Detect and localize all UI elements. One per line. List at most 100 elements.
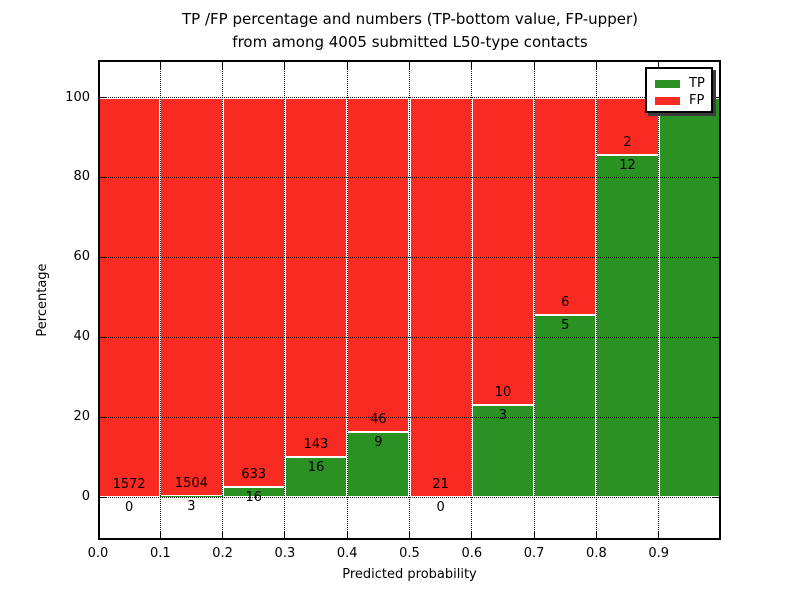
fp-count-label: 633 — [241, 467, 267, 483]
x-tick-mark-top — [159, 62, 161, 69]
y-tick-mark — [100, 176, 107, 178]
x-tick-mark — [595, 531, 597, 538]
fp-count-label: 46 — [370, 411, 387, 427]
chart-title-line1: TP /FP percentage and numbers (TP-bottom… — [182, 10, 638, 28]
x-tick-mark-top — [595, 62, 597, 69]
y-gridline — [98, 416, 721, 418]
legend-label: FP — [689, 93, 705, 108]
y-tick-label: 40 — [73, 329, 90, 345]
x-tick-mark — [284, 531, 286, 538]
tp-bar — [347, 431, 410, 497]
x-tick-mark-top — [99, 62, 100, 69]
y-gridline — [98, 97, 721, 98]
fp-count-label: 10 — [494, 384, 512, 400]
y-tick-mark — [100, 416, 107, 418]
fp-bar — [347, 97, 410, 432]
x-tick-mark — [533, 531, 535, 538]
x-tick-mark — [222, 531, 224, 538]
chart-title-line2: from among 4005 submitted L50-type conta… — [232, 33, 588, 51]
y-tick-mark — [100, 97, 107, 98]
x-tick-label: 0.5 — [399, 546, 420, 561]
y-gridline — [98, 336, 721, 338]
y-tick-label: 20 — [73, 409, 90, 425]
tp-count-label: 16 — [245, 490, 263, 506]
tp-bar — [471, 404, 535, 497]
x-gridline — [346, 60, 348, 540]
x-axis-label: Predicted probability — [342, 567, 477, 582]
x-gridline — [533, 60, 535, 540]
y-tick-mark — [100, 256, 107, 258]
fp-bar — [222, 97, 285, 488]
x-gridline — [409, 60, 410, 540]
fp-count-label: 6 — [561, 295, 570, 311]
x-tick-label: 0.7 — [523, 546, 545, 561]
x-tick-mark — [658, 531, 660, 538]
y-tick-mark-right — [712, 496, 719, 498]
x-tick-mark — [346, 531, 348, 538]
tp-count-label: 0 — [436, 500, 445, 515]
y-tick-mark — [100, 336, 107, 338]
legend-label: TP — [689, 76, 705, 91]
y-tick-label: 100 — [65, 89, 90, 105]
x-tick-mark-top — [533, 62, 535, 69]
tp-count-label: 3 — [187, 499, 196, 515]
x-gridline — [471, 60, 473, 540]
fp-swatch-icon — [655, 96, 680, 105]
fp-count-label: 21 — [432, 477, 449, 492]
x-gridline — [222, 60, 224, 540]
tp-count-label: 16 — [307, 459, 325, 475]
fp-bar — [284, 97, 348, 457]
y-tick-mark-right — [712, 336, 719, 338]
y-gridline — [98, 176, 721, 178]
x-gridline — [658, 60, 660, 540]
x-tick-label: 0.3 — [274, 546, 296, 561]
tp-bar — [596, 154, 659, 497]
fp-count-label: 1504 — [174, 476, 208, 492]
tp-count-label: 12 — [619, 157, 636, 173]
y-tick-mark-right — [712, 97, 719, 98]
fp-bar — [98, 97, 161, 497]
x-tick-mark-top — [284, 62, 286, 69]
x-tick-mark — [99, 531, 100, 538]
x-tick-label: 0.0 — [87, 546, 109, 561]
y-tick-mark-right — [712, 416, 719, 418]
x-tick-mark-top — [658, 62, 660, 69]
fp-count-label: 143 — [303, 436, 329, 452]
x-tick-label: 0.2 — [212, 546, 233, 561]
x-tick-mark-top — [471, 62, 473, 69]
y-axis-label: Percentage — [35, 263, 50, 337]
fp-bar — [160, 97, 223, 497]
tp-bar — [222, 487, 285, 497]
tp-bar — [284, 456, 348, 497]
x-gridline — [595, 60, 597, 540]
x-tick-mark-top — [346, 62, 348, 69]
y-gridline — [98, 496, 721, 498]
x-tick-label: 0.9 — [648, 546, 670, 561]
legend-item-tp: TP — [655, 75, 711, 92]
x-tick-label: 0.8 — [586, 546, 607, 561]
legend: TP FP — [645, 67, 713, 113]
y-tick-mark — [100, 496, 107, 498]
x-tick-label: 0.4 — [336, 546, 358, 561]
tp-count-label: 9 — [374, 434, 383, 450]
x-tick-mark — [159, 531, 161, 538]
fp-count-label: 1572 — [112, 477, 146, 492]
y-gridline — [98, 256, 721, 258]
tp-swatch-icon — [655, 79, 680, 88]
x-tick-mark-top — [222, 62, 224, 69]
legend-item-fp: FP — [655, 92, 711, 109]
x-tick-label: 0.1 — [149, 546, 171, 561]
x-gridline — [284, 60, 286, 540]
fp-bar — [471, 97, 535, 405]
tp-bar — [534, 315, 597, 497]
y-tick-mark-right — [712, 256, 719, 258]
x-gridline — [159, 60, 161, 540]
tp-count-label: 3 — [498, 407, 508, 423]
x-tick-mark — [471, 531, 473, 538]
plot-area: 15720150436331614316469210103652124 — [98, 60, 721, 540]
tp-count-label: 5 — [561, 318, 570, 334]
x-tick-label: 0.6 — [461, 546, 483, 561]
y-tick-label: 60 — [73, 249, 90, 265]
x-tick-mark-top — [409, 62, 410, 69]
